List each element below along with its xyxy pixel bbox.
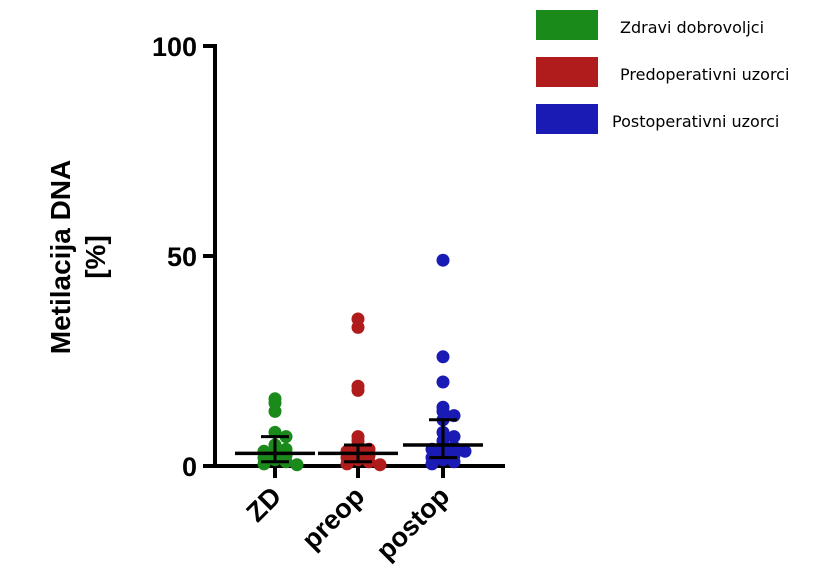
data-point-ZD-14 <box>290 458 304 472</box>
data-point-postop-0 <box>436 253 450 267</box>
x-tick-label-preop: preop <box>296 481 370 555</box>
data-point-postop-19 <box>425 457 439 471</box>
plot-area: 0 50 100 ZD preop postop <box>152 32 505 566</box>
data-point-postop-13 <box>458 444 472 458</box>
data-point-ZD-13 <box>257 457 271 471</box>
y-axis-label-line-2: [%] <box>80 235 111 279</box>
legend-label-preop: Predoperativni uzorci <box>620 65 790 84</box>
legend-label-postop: Postoperativni uzorci <box>612 112 780 131</box>
data-point-preop-15 <box>373 458 387 472</box>
x-tick-label-postop: postop <box>370 481 455 566</box>
data-point-preop-14 <box>340 457 354 471</box>
data-point-preop-3 <box>351 383 365 397</box>
x-tick-label-ZD: ZD <box>241 481 288 528</box>
legend-swatch-zd <box>536 10 598 40</box>
data-point-postop-8 <box>447 430 461 444</box>
data-point-ZD-2 <box>268 404 282 418</box>
legend-swatch-preop <box>536 57 598 87</box>
y-axis-label-line-1: Metilacija DNA <box>45 160 76 355</box>
data-point-postop-1 <box>436 350 450 364</box>
y-tick-label-2: 100 <box>152 32 197 62</box>
legend-swatch-postop <box>536 104 598 134</box>
data-point-postop-2 <box>436 375 450 389</box>
legend-label-zd: Zdravi dobrovoljci <box>620 18 765 37</box>
y-tick-label-0: 0 <box>182 452 197 482</box>
y-tick-label-1: 50 <box>167 242 197 272</box>
data-point-preop-1 <box>351 320 365 334</box>
